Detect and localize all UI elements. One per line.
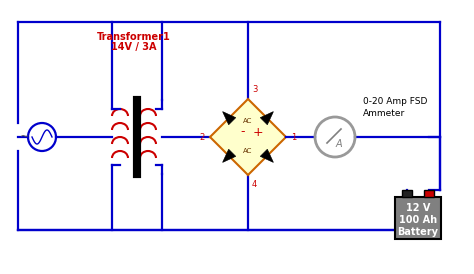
Text: Battery: Battery [398, 227, 438, 237]
Text: A: A [336, 139, 342, 149]
Text: Transformer1: Transformer1 [97, 32, 171, 42]
Text: AC: AC [243, 118, 253, 124]
Text: 100 Ah: 100 Ah [399, 215, 437, 225]
Text: Ammeter: Ammeter [363, 110, 405, 118]
Text: 0-20 Amp FSD: 0-20 Amp FSD [363, 98, 428, 107]
Polygon shape [210, 99, 286, 175]
Polygon shape [223, 149, 236, 162]
Polygon shape [260, 149, 273, 162]
Polygon shape [223, 112, 236, 125]
Text: 14V / 3A: 14V / 3A [111, 42, 157, 52]
Bar [395, 197, 441, 239]
Text: AC: AC [243, 148, 253, 154]
Bar [402, 190, 412, 197]
Text: 1: 1 [291, 133, 296, 141]
Text: 4: 4 [252, 180, 257, 189]
Text: -: - [241, 125, 245, 138]
Text: 2: 2 [200, 133, 205, 141]
Polygon shape [260, 112, 273, 125]
Text: ~: ~ [20, 132, 29, 142]
Text: 12 V: 12 V [406, 203, 430, 213]
Text: 3: 3 [252, 85, 257, 94]
Text: +: + [253, 125, 264, 138]
Bar [424, 190, 434, 197]
